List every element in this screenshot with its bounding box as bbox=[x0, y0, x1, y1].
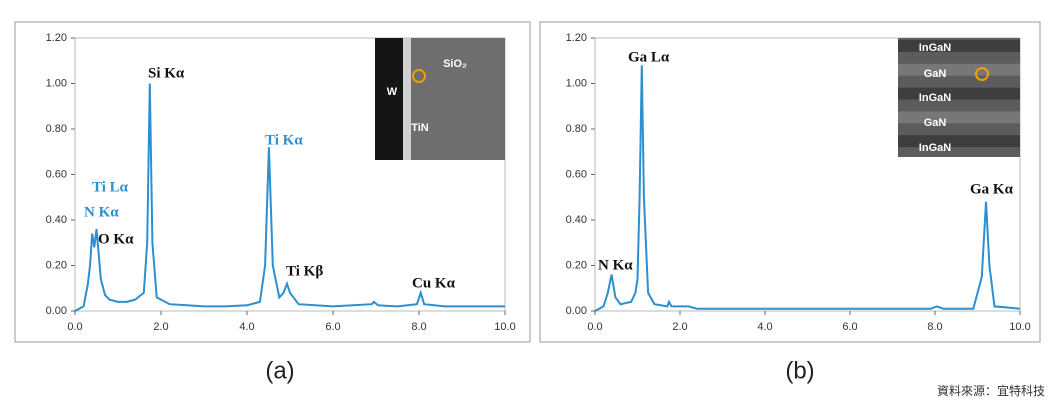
x-tick-label: 8.0 bbox=[927, 321, 942, 333]
inset-label: SiO₂ bbox=[443, 58, 467, 70]
y-tick-label: 0.60 bbox=[566, 168, 587, 180]
x-tick-label: 2.0 bbox=[153, 321, 168, 333]
inset-band bbox=[898, 135, 1020, 147]
inset-band bbox=[898, 40, 1020, 52]
peak-label: N Kα bbox=[84, 204, 119, 220]
peak-label: Ga Kα bbox=[970, 181, 1014, 197]
peak-label: N Kα bbox=[598, 257, 633, 273]
x-tick-label: 0.0 bbox=[67, 321, 82, 333]
y-tick-label: 0.40 bbox=[46, 214, 67, 226]
figure: 資料來源：宜特科技 0.00 0.20 0.40 0.60 0.80 1.00 1.20 0.… bbox=[0, 0, 1053, 403]
inset-label: TiN bbox=[411, 122, 429, 134]
y-tick-label: 0.40 bbox=[566, 214, 587, 226]
inset-band bbox=[898, 88, 1020, 100]
panel-label: (b) bbox=[785, 357, 814, 384]
inset-band bbox=[898, 64, 1020, 76]
peak-label: Ga Lα bbox=[628, 49, 670, 65]
y-tick-label: 0.60 bbox=[46, 168, 67, 180]
y-tick-label: 0.20 bbox=[566, 259, 587, 271]
x-tick-label: 2.0 bbox=[672, 321, 687, 333]
x-tick-label: 0.0 bbox=[587, 321, 602, 333]
peak-label: Si Kα bbox=[148, 65, 185, 81]
inset-dark bbox=[375, 38, 403, 160]
x-tick-label: 10.0 bbox=[494, 321, 515, 333]
x-tick-label: 6.0 bbox=[842, 321, 857, 333]
inset-bright bbox=[403, 38, 411, 160]
x-tick-label: 10.0 bbox=[1009, 321, 1030, 333]
x-tick-label: 4.0 bbox=[239, 321, 254, 333]
inset-label: InGaN bbox=[919, 142, 951, 154]
inset-label: GaN bbox=[924, 117, 947, 129]
y-tick-label: 1.00 bbox=[566, 77, 587, 89]
y-tick-label: 0.00 bbox=[566, 305, 587, 317]
source: 資料來源：宜特科技 bbox=[937, 383, 1045, 398]
peak-label: Ti Lα bbox=[92, 179, 129, 195]
y-tick-label: 1.20 bbox=[46, 32, 67, 44]
x-tick-label: 6.0 bbox=[325, 321, 340, 333]
peak-label: Cu Kα bbox=[412, 275, 456, 291]
inset-label: InGaN bbox=[919, 42, 951, 54]
peak-label: Ti Kα bbox=[265, 132, 303, 148]
y-tick-label: 0.00 bbox=[46, 305, 67, 317]
y-tick-label: 1.00 bbox=[46, 77, 67, 89]
x-tick-label: 4.0 bbox=[757, 321, 772, 333]
peak-label: Ti Kβ bbox=[286, 263, 323, 279]
panel-label: (a) bbox=[265, 357, 294, 384]
inset-label: GaN bbox=[924, 68, 947, 80]
y-tick-label: 0.20 bbox=[46, 259, 67, 271]
inset-label: W bbox=[387, 86, 398, 98]
inset-label: InGaN bbox=[919, 92, 951, 104]
peak-label: O Kα bbox=[98, 231, 134, 247]
y-tick-label: 0.80 bbox=[566, 123, 587, 135]
y-tick-label: 0.80 bbox=[46, 123, 67, 135]
x-tick-label: 8.0 bbox=[411, 321, 426, 333]
inset-band bbox=[898, 111, 1020, 123]
y-tick-label: 1.20 bbox=[566, 32, 587, 44]
